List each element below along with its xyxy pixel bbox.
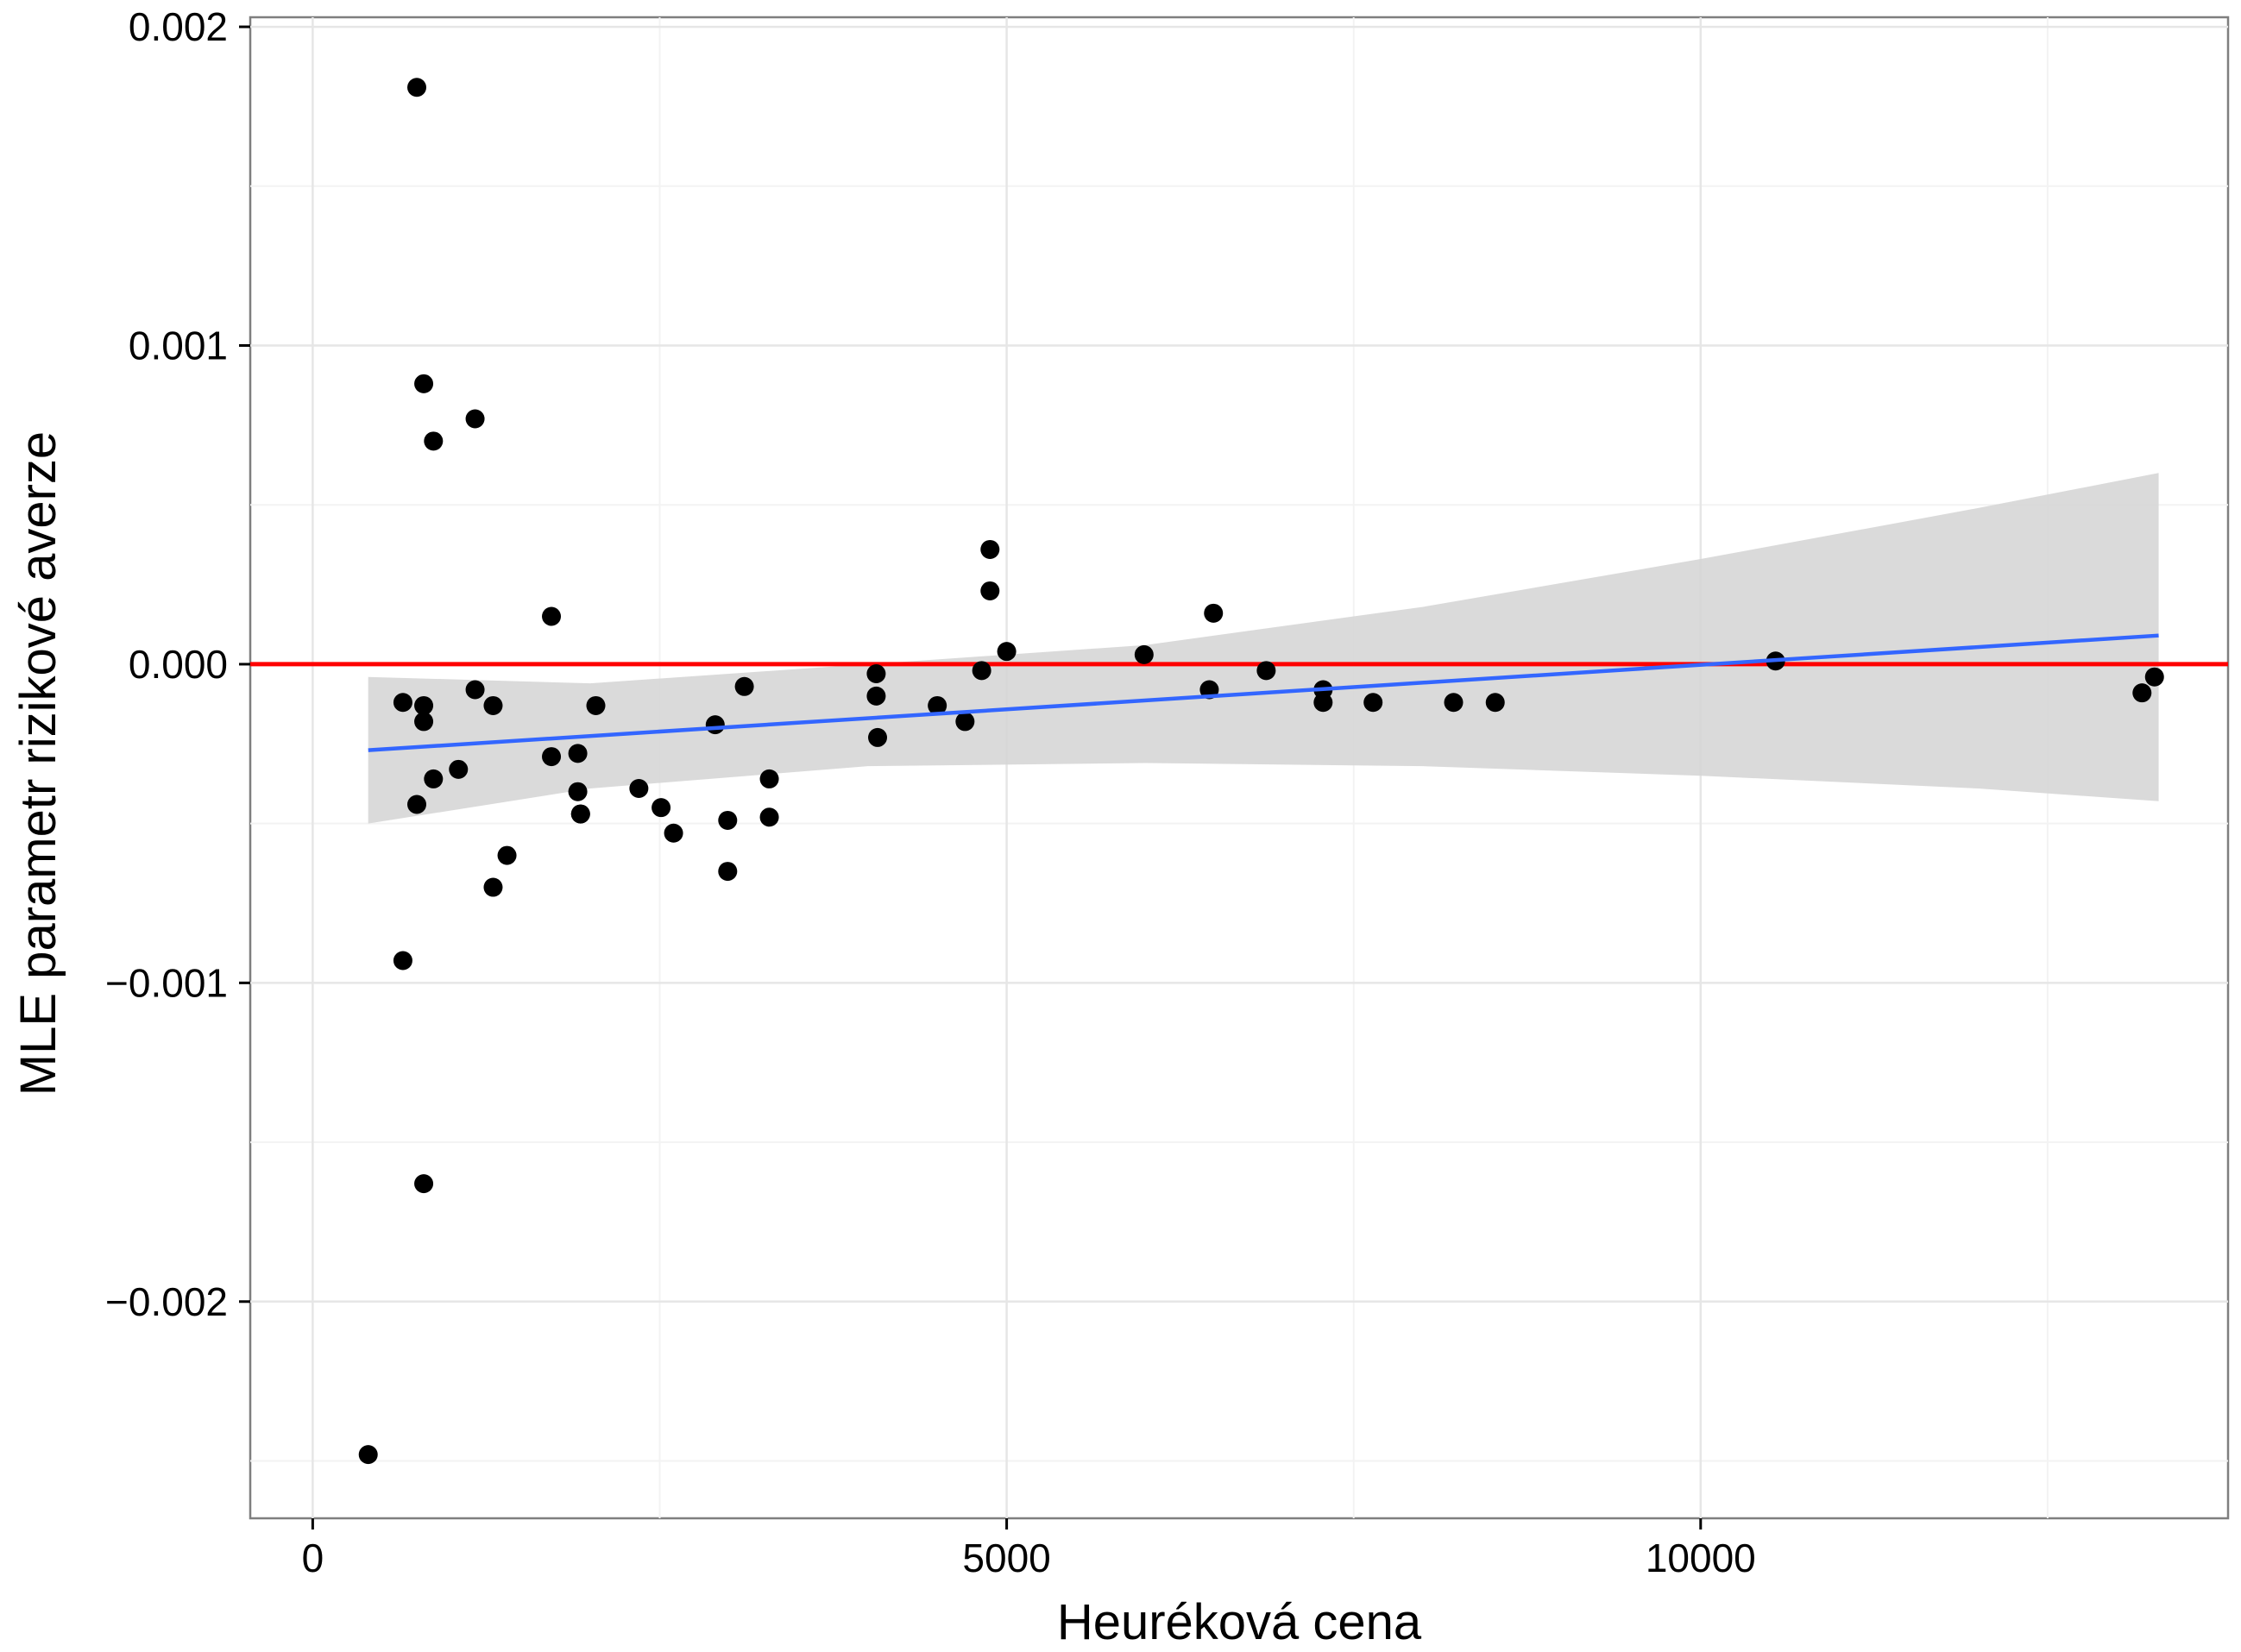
data-point: [1485, 693, 1505, 713]
data-point: [980, 581, 1000, 600]
y-axis: 0.002 0.001 0.000 −0.001 −0.002: [105, 4, 250, 1324]
data-point: [586, 695, 606, 715]
data-point: [1204, 603, 1224, 623]
data-point: [734, 676, 754, 696]
y-tick-label: −0.002: [105, 1279, 228, 1324]
x-axis: 0 5000 10000: [302, 1518, 1756, 1580]
data-point: [1363, 693, 1383, 713]
y-tick-label: 0.000: [129, 642, 228, 687]
data-point: [718, 862, 738, 882]
data-point: [407, 795, 427, 814]
data-point: [1444, 693, 1464, 713]
data-point: [568, 744, 588, 763]
data-point: [1256, 661, 1276, 681]
data-point: [393, 951, 412, 970]
data-point: [997, 642, 1017, 662]
data-point: [955, 712, 975, 732]
data-point: [2144, 667, 2164, 687]
data-point: [424, 769, 444, 788]
data-point: [868, 727, 888, 747]
data-point: [570, 804, 590, 824]
data-point: [465, 680, 485, 700]
minor-gridlines: [250, 17, 2228, 1518]
data-point: [483, 877, 503, 897]
regression-line: [368, 633, 2159, 752]
data-point: [449, 759, 469, 779]
data-point: [483, 695, 503, 715]
y-tick-label: 0.001: [129, 323, 228, 368]
data-point: [542, 606, 562, 626]
data-point: [414, 1174, 434, 1194]
x-tick-label: 10000: [1646, 1536, 1756, 1580]
data-point: [414, 695, 434, 715]
data-point: [414, 712, 434, 732]
data-point: [705, 715, 725, 735]
data-point: [407, 78, 427, 97]
data-point: [1313, 693, 1333, 713]
data-points: [358, 78, 2164, 1465]
x-axis-label: Heuréková cena: [1057, 1594, 1422, 1650]
x-tick-label: 5000: [962, 1536, 1050, 1580]
data-point: [2132, 683, 2152, 703]
y-tick-label: −0.001: [105, 960, 228, 1005]
data-point: [866, 686, 886, 706]
x-tick-label: 0: [302, 1536, 324, 1580]
data-point: [497, 845, 517, 865]
data-point: [759, 769, 779, 788]
data-point: [664, 823, 683, 843]
data-point: [629, 779, 649, 799]
data-point: [980, 539, 1000, 559]
data-point: [718, 810, 738, 830]
data-point: [393, 693, 412, 713]
data-point: [568, 782, 588, 801]
data-point: [1134, 644, 1154, 664]
confidence-band: [368, 473, 2159, 824]
y-axis-label: MLE parametr rizikové averze: [10, 431, 66, 1096]
data-point: [358, 1445, 378, 1465]
data-point: [652, 798, 671, 818]
data-point: [465, 409, 485, 429]
data-point: [759, 807, 779, 827]
y-tick-label: 0.002: [129, 4, 228, 49]
data-point: [414, 374, 434, 393]
data-point: [866, 664, 886, 684]
data-point: [928, 695, 947, 715]
data-point: [542, 747, 562, 767]
data-point: [424, 431, 444, 451]
data-point: [972, 661, 991, 681]
